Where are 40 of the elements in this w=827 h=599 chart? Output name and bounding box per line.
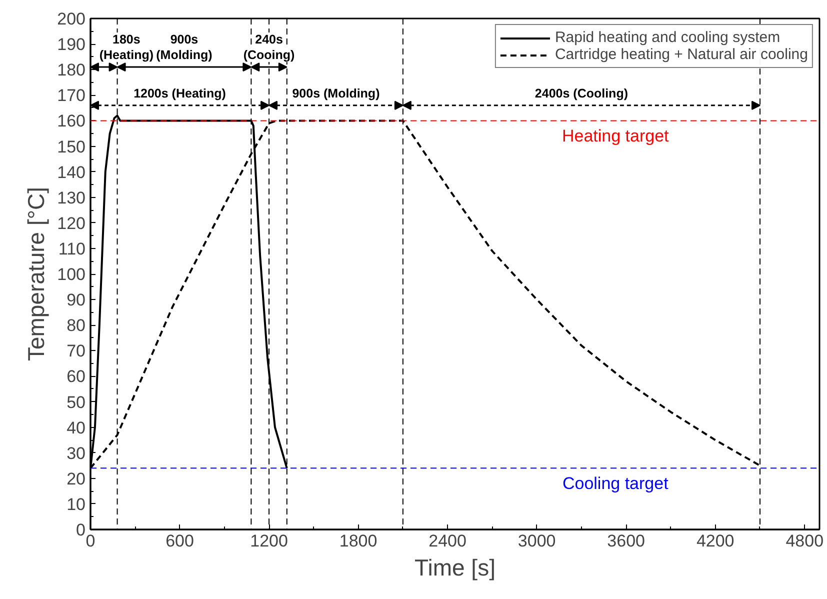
- y-tick-label: 10: [66, 494, 86, 514]
- x-tick-label: 3600: [607, 532, 646, 550]
- y-tick-label: 170: [57, 86, 86, 106]
- x-tick-label: 2400: [428, 532, 466, 550]
- ref-line-label: Heating target: [562, 126, 670, 146]
- x-tick-label: 3000: [518, 532, 556, 550]
- annotation: 1200s (Heating): [134, 86, 226, 100]
- x-axis-title: Time [s]: [414, 554, 496, 580]
- x-tick-label: 1800: [339, 532, 378, 550]
- x-tick-label: 600: [166, 532, 194, 550]
- y-tick-label: 130: [57, 188, 86, 208]
- ref-line-label: Cooling target: [562, 474, 669, 494]
- y-tick-label: 160: [57, 112, 86, 131]
- y-tick-label: 100: [57, 265, 86, 284]
- legend-label: Cartridge heating + Natural air cooling: [554, 46, 808, 63]
- annotation: 180s (Heating): [99, 32, 154, 62]
- annotation: 240s (Cooing): [243, 32, 295, 62]
- y-tick-label: 180: [57, 60, 86, 80]
- y-tick-label: 30: [66, 444, 86, 463]
- y-tick-label: 70: [66, 342, 86, 361]
- y-tick-label: 120: [57, 214, 86, 233]
- y-tick-label: 50: [66, 392, 86, 412]
- annotation: 900s (Molding): [292, 86, 380, 100]
- x-tick-label: 4800: [786, 532, 824, 550]
- x-tick-label: 4200: [696, 532, 734, 550]
- y-tick-label: 190: [57, 35, 86, 54]
- y-tick-label: 60: [66, 367, 86, 386]
- x-tick-label: 1200: [250, 532, 288, 550]
- y-tick-label: 80: [66, 316, 86, 336]
- y-tick-label: 140: [57, 162, 86, 182]
- y-tick-label: 90: [66, 290, 86, 310]
- y-tick-label: 200: [57, 10, 86, 28]
- legend-label: Rapid heating and cooling system: [554, 29, 780, 46]
- annotation: 2400s (Cooling): [534, 86, 628, 100]
- annotation: 900s (Molding): [156, 32, 212, 62]
- y-tick-label: 40: [66, 418, 86, 438]
- y-tick-label: 110: [58, 239, 86, 258]
- y-tick-label: 20: [66, 469, 86, 488]
- y-tick-label: 150: [57, 137, 86, 156]
- y-axis-title: Temperature [°C]: [23, 186, 50, 362]
